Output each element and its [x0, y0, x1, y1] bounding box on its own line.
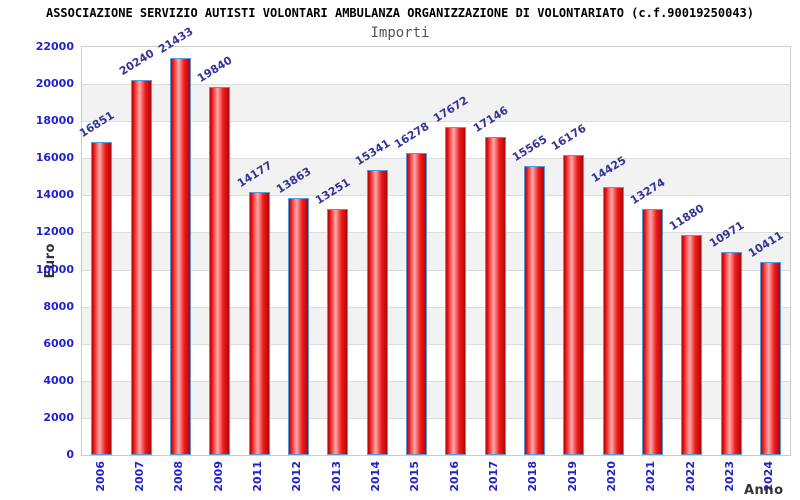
y-tick-label: 10000 — [35, 262, 74, 276]
x-tick-label: 2006 — [93, 461, 107, 492]
bar — [169, 58, 191, 455]
y-tick-label: 16000 — [35, 151, 74, 165]
x-tick-label: 2011 — [251, 461, 264, 492]
y-tick-label: 2000 — [43, 410, 74, 424]
plot-band — [82, 47, 790, 85]
plot-band — [82, 232, 790, 270]
y-tick-label: 14000 — [35, 188, 74, 202]
bar — [248, 192, 270, 455]
y-tick-label: 18000 — [35, 114, 74, 128]
gridline — [82, 306, 790, 308]
x-tick-label: 2007 — [133, 461, 146, 492]
gridline — [82, 121, 790, 123]
bar — [563, 155, 585, 455]
gridline — [82, 232, 790, 234]
x-tick-label: 2013 — [329, 461, 343, 492]
x-tick-label: 2015 — [408, 461, 422, 492]
plot-band — [82, 195, 790, 233]
bar — [759, 262, 781, 455]
bar — [327, 209, 349, 455]
x-tick-label: 2018 — [526, 461, 540, 492]
plot-band — [82, 121, 790, 159]
gridline — [82, 417, 790, 419]
y-tick-label: 20000 — [35, 77, 74, 91]
chart-subtitle: Importi — [370, 25, 430, 41]
x-tick-label: 2016 — [447, 461, 461, 492]
plot-band — [82, 306, 790, 344]
bar — [641, 209, 663, 455]
bar — [445, 127, 467, 455]
x-tick-label: 2019 — [565, 461, 579, 492]
plot-band — [82, 380, 790, 418]
bar — [366, 170, 388, 455]
bar — [209, 87, 231, 455]
bar — [91, 142, 113, 455]
gridline — [82, 343, 790, 345]
bar — [523, 166, 545, 455]
bar — [405, 153, 427, 455]
x-tick-label: 2020 — [605, 461, 618, 492]
bar — [720, 252, 742, 455]
plot-band — [82, 84, 790, 122]
bar — [130, 80, 152, 455]
gridline — [82, 158, 790, 160]
gridline — [82, 84, 790, 86]
plot-area: 16851 20240 21433 19840 14177 13863 13251 15341… — [77, 25, 791, 456]
plot-band — [82, 417, 790, 455]
y-tick-label: 22000 — [35, 40, 74, 53]
plot-band — [82, 158, 790, 196]
gridline — [82, 269, 790, 271]
x-tick-label: 2014 — [369, 461, 382, 492]
gridline — [82, 380, 790, 382]
x-tick-label: 2022 — [683, 461, 697, 492]
gridline — [82, 195, 790, 197]
y-tick-label: 6000 — [43, 336, 74, 350]
x-tick-label: 2017 — [487, 461, 500, 492]
chart-title: ASSOCIAZIONE SERVIZIO AUTISTI VOLONTARI … — [45, 6, 754, 20]
y-tick-label: 12000 — [35, 225, 74, 239]
y-tick-label: 0 — [66, 448, 74, 461]
plot-band — [82, 269, 790, 307]
bar — [681, 235, 703, 455]
x-tick-label: 2012 — [290, 461, 304, 492]
bar — [602, 187, 624, 455]
y-tick-label: 4000 — [43, 373, 74, 387]
x-tick-label: 2009 — [211, 461, 225, 492]
x-tick-label: 2008 — [172, 461, 186, 492]
x-tick-label: 2021 — [644, 461, 658, 492]
plot-band — [82, 343, 790, 381]
x-tick-label: 2023 — [723, 461, 736, 492]
bar — [287, 198, 309, 455]
bar — [484, 137, 506, 455]
x-axis-title: Anno — [744, 483, 784, 498]
y-tick-label: 8000 — [43, 299, 74, 313]
